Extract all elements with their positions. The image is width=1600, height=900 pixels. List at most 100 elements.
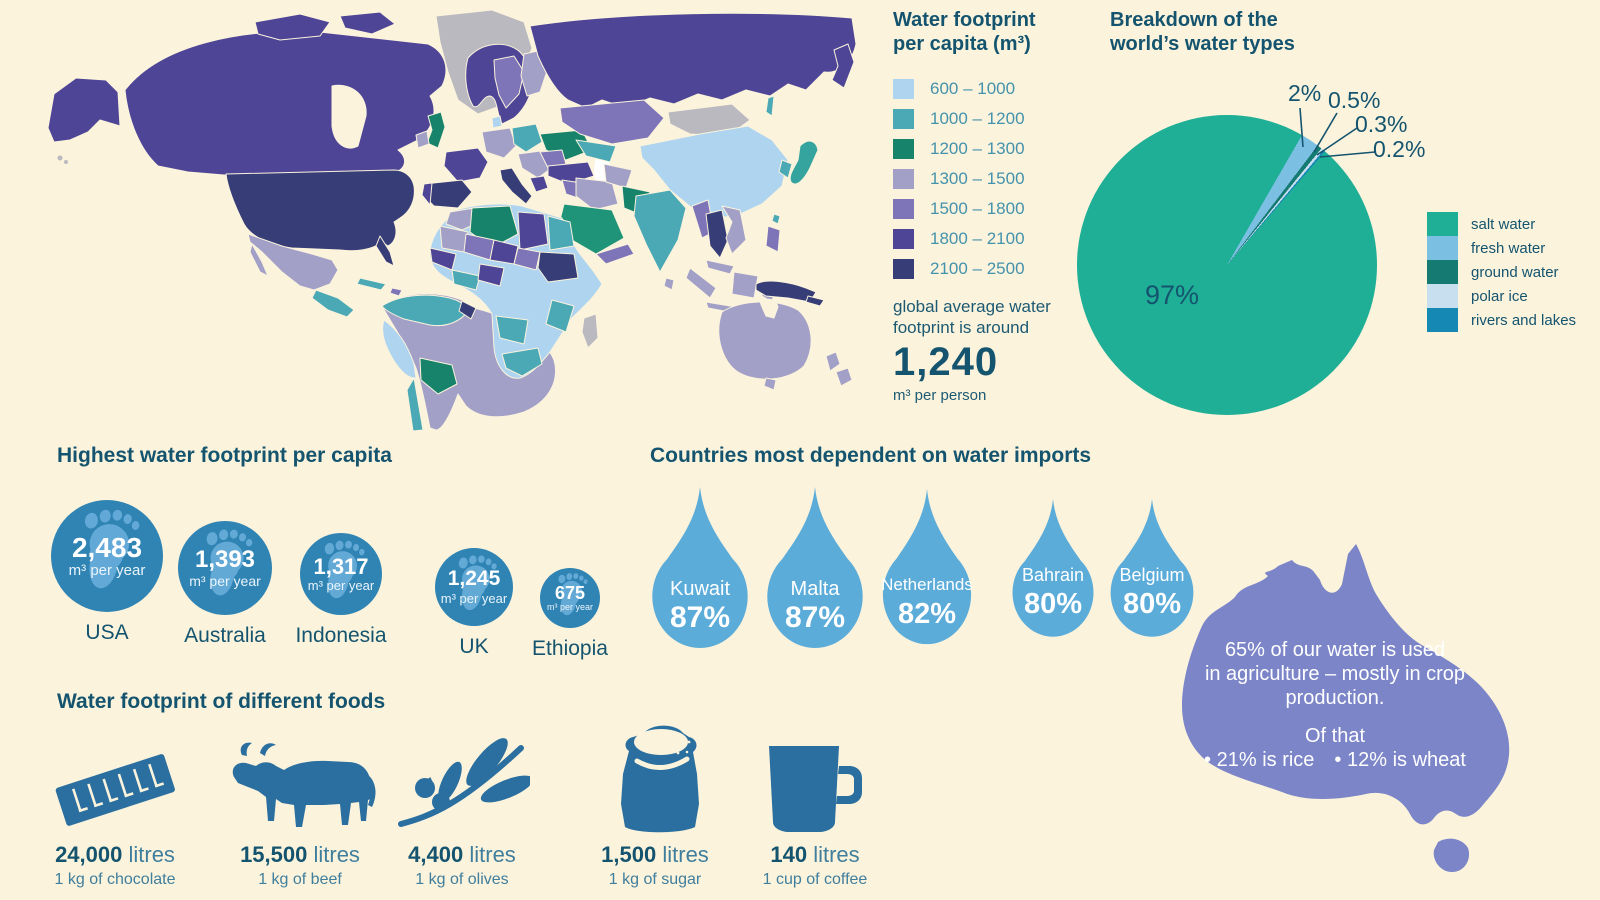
legend-bin: 2100 – 2500 xyxy=(893,254,1093,284)
pie-legend-row: fresh water xyxy=(1427,236,1576,260)
bin-swatch xyxy=(893,259,914,279)
world-map xyxy=(47,9,857,432)
global-average-note: global average water footprint is around xyxy=(893,297,1051,337)
bin-swatch xyxy=(893,169,914,189)
bin-swatch xyxy=(893,199,914,219)
legend-bin: 1300 – 1500 xyxy=(893,164,1093,194)
legend-bin: 600 – 1000 xyxy=(893,74,1093,104)
map-sudan xyxy=(537,251,579,283)
map-korea xyxy=(778,159,793,179)
pie-swatch xyxy=(1427,308,1458,332)
drop-belgium: Belgium 80% xyxy=(1106,499,1198,641)
chocolate-bar-icon xyxy=(55,754,175,826)
footprint-circle: 1,317 m³ per year xyxy=(300,533,382,615)
map-borneo xyxy=(731,271,759,299)
bin-swatch xyxy=(893,139,914,159)
food-coffee: 140 litres 1 cup of coffee xyxy=(730,722,900,889)
section-title-footprints: Highest water footprint per capita xyxy=(57,444,392,467)
australia-callout-text: 65% of our water is used in agriculture … xyxy=(1150,638,1520,772)
section-title-imports: Countries most dependent on water import… xyxy=(650,444,1092,467)
map-usa xyxy=(225,169,415,252)
map-japan xyxy=(789,140,819,185)
drop-bahrain: Bahrain 80% xyxy=(1008,499,1098,641)
map-legend-title: Water footprint per capita (m³) xyxy=(893,9,1036,55)
map-russia xyxy=(529,12,857,109)
food-olives: 4,400 litres 1 kg of olives xyxy=(377,722,547,889)
map-uk xyxy=(426,111,446,149)
map-madagascar xyxy=(581,313,599,349)
map-kazakhstan xyxy=(559,99,665,145)
legend-bin: 1200 – 1300 xyxy=(893,134,1093,164)
map-south-africa xyxy=(501,347,543,377)
legend-bin: 1800 – 2100 xyxy=(893,224,1093,254)
section-title-foods: Water footprint of different foods xyxy=(57,690,386,713)
drop-malta: Malta 87% xyxy=(762,487,868,653)
map-ireland xyxy=(415,130,430,149)
global-average-unit: m³ per person xyxy=(893,387,987,404)
map-cuba xyxy=(356,277,387,291)
pie-swatch xyxy=(1427,236,1458,260)
footprint-usa: 2,483 m³ per year USA xyxy=(37,500,177,645)
map-italy xyxy=(499,167,533,205)
pie-salt-water-label: 97% xyxy=(1145,280,1200,310)
footprint-circle: 1,393 m³ per year xyxy=(178,521,272,615)
footprint-indonesia: 1,317 m³ per year Indonesia xyxy=(271,533,411,648)
pie-callout-ground-water: 0.5% xyxy=(1328,87,1381,113)
pie-title: Breakdown of the world’s water types xyxy=(1110,9,1295,55)
coffee-mug-icon xyxy=(769,746,862,832)
pie-legend: salt water fresh water ground water pola… xyxy=(1427,212,1576,332)
footprint-circle: 1,245 m³ per year xyxy=(435,548,513,626)
map-egypt xyxy=(547,215,575,251)
map-thailand xyxy=(705,209,729,259)
drop-kuwait: Kuwait 87% xyxy=(647,487,753,653)
map-legend-bins: 600 – 1000 1000 – 1200 1200 – 1300 1300 … xyxy=(893,74,1093,284)
footprint-uk: 1,245 m³ per year UK xyxy=(404,548,544,659)
footprint-australia: 1,393 m³ per year Australia xyxy=(155,521,295,648)
map-nigeria xyxy=(477,263,505,287)
map-peru xyxy=(382,319,417,379)
legend-bin: 1500 – 1800 xyxy=(893,194,1093,224)
bin-swatch xyxy=(893,79,914,99)
bin-swatch xyxy=(893,109,914,129)
pie-callout-polar-ice: 0.3% xyxy=(1355,111,1408,137)
pie-callout-rivers-lakes: 0.2% xyxy=(1373,136,1426,162)
pie-legend-row: polar ice xyxy=(1427,284,1576,308)
pie-legend-row: ground water xyxy=(1427,260,1576,284)
map-poland xyxy=(511,123,543,153)
map-france xyxy=(443,147,489,183)
pie-callout-fresh-water: 2% xyxy=(1288,80,1322,106)
map-papua-new-guinea xyxy=(755,280,817,303)
drop-netherlands: Netherlands 82% xyxy=(878,489,976,649)
food-sugar: 1,500 litres 1 kg of sugar xyxy=(570,722,740,889)
map-vietnam xyxy=(721,205,747,255)
food-beef: 15,500 litres 1 kg of beef xyxy=(215,722,385,889)
map-colombia-venezuela xyxy=(381,294,471,327)
map-canada xyxy=(124,30,447,177)
legend-bin: 1000 – 1200 xyxy=(893,104,1093,134)
food-chocolate: 24,000 litres 1 kg of chocolate xyxy=(30,722,200,889)
map-guyana xyxy=(458,300,477,320)
wheat-bullet: • 12% is wheat xyxy=(1334,749,1466,771)
australia-shape xyxy=(1182,544,1510,872)
map-libya xyxy=(517,211,549,251)
water-types-pie xyxy=(1077,115,1377,415)
map-angola xyxy=(495,315,529,345)
sugar-bag-icon xyxy=(621,725,699,833)
water-types-chart: Breakdown of the world’s water types 97%… xyxy=(1060,0,1600,445)
map-philippines xyxy=(765,225,781,253)
olive-branch-icon xyxy=(397,738,530,827)
map-chile xyxy=(406,377,424,432)
footprint-ethiopia: 675 m³ per year Ethiopia xyxy=(500,568,640,661)
global-average-value: 1,240 xyxy=(893,340,999,384)
rice-bullet: • 21% is rice xyxy=(1204,749,1315,771)
pie-swatch xyxy=(1427,284,1458,308)
map-central-america xyxy=(311,289,355,318)
map-bolivia xyxy=(419,357,458,395)
cow-icon xyxy=(232,742,376,827)
map-germany xyxy=(481,127,517,159)
map-alaska xyxy=(47,77,121,143)
bin-swatch xyxy=(893,229,914,249)
map-legend: Water footprint per capita (m³) 600 – 10… xyxy=(893,8,1093,404)
pie-legend-row: rivers and lakes xyxy=(1427,308,1576,332)
